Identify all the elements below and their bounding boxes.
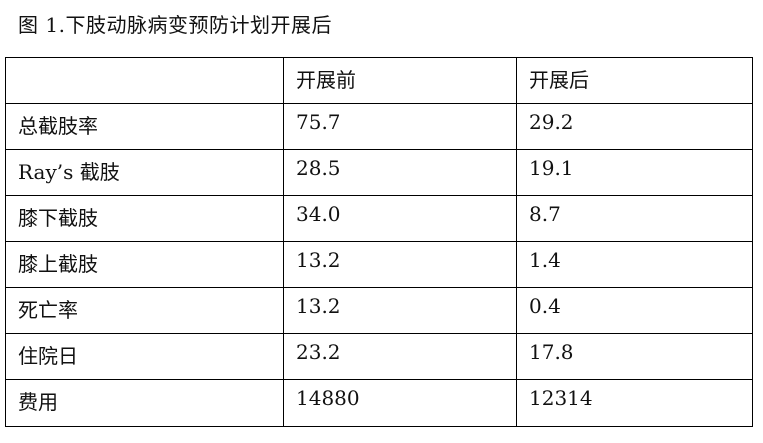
value-after: 1.4 <box>516 241 753 288</box>
row-label: 费用 <box>5 379 284 427</box>
value-after: 29.2 <box>516 103 753 150</box>
table-row: 死亡率 13.2 0.4 <box>5 287 753 334</box>
table-row: 住院日 23.2 17.8 <box>5 333 753 380</box>
row-label: 膝上截肢 <box>5 241 284 288</box>
value-after: 8.7 <box>516 195 753 242</box>
value-after: 0.4 <box>516 287 753 334</box>
value-after: 17.8 <box>516 333 753 380</box>
value-before: 34.0 <box>283 195 517 242</box>
value-before: 13.2 <box>283 241 517 288</box>
table-row: Ray’s 截肢 28.5 19.1 <box>5 149 753 196</box>
table-row: 膝上截肢 13.2 1.4 <box>5 241 753 288</box>
table-row: 总截肢率 75.7 29.2 <box>5 103 753 150</box>
value-before: 13.2 <box>283 287 517 334</box>
row-label: 死亡率 <box>5 287 284 334</box>
comparison-table: 开展前 开展后 总截肢率 75.7 29.2 Ray’s 截肢 28.5 19.… <box>5 57 753 427</box>
table-header-row: 开展前 开展后 <box>5 57 753 104</box>
table-row: 膝下截肢 34.0 8.7 <box>5 195 753 242</box>
row-label: Ray’s 截肢 <box>5 149 284 196</box>
value-after: 19.1 <box>516 149 753 196</box>
row-label: 住院日 <box>5 333 284 380</box>
table-row: 费用 14880 12314 <box>5 379 753 427</box>
value-before: 23.2 <box>283 333 517 380</box>
row-label: 总截肢率 <box>5 103 284 150</box>
row-label: 膝下截肢 <box>5 195 284 242</box>
header-cell-after: 开展后 <box>516 57 753 104</box>
value-before: 75.7 <box>283 103 517 150</box>
value-after: 12314 <box>516 379 753 427</box>
figure-caption: 图 1.下肢动脉病变预防计划开展后 <box>18 13 332 37</box>
value-before: 14880 <box>283 379 517 427</box>
value-before: 28.5 <box>283 149 517 196</box>
header-cell-before: 开展前 <box>283 57 517 104</box>
header-cell-empty <box>5 57 284 104</box>
